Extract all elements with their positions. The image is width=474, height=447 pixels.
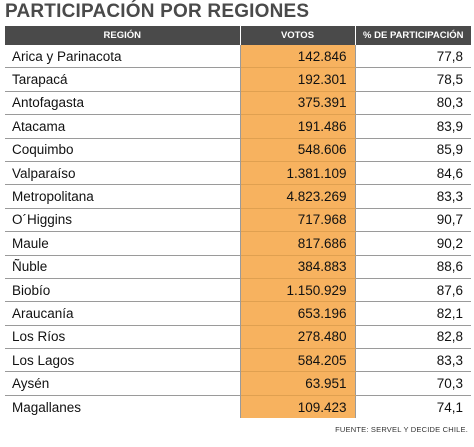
region-cell: Araucanía	[5, 301, 241, 326]
participation-cell: 87,6	[355, 278, 471, 303]
votes-cell: 384.883	[240, 255, 356, 279]
votes-cell: 717.968	[240, 208, 356, 233]
votes-cell: 192.301	[240, 67, 356, 92]
region-cell: Magallanes	[5, 395, 241, 419]
votes-cell: 1.150.929	[240, 278, 356, 303]
votes-cell: 191.486	[240, 114, 356, 139]
table-header-row: REGIÓN VOTOS % DE PARTICIPACIÓN	[5, 26, 471, 45]
participation-cell: 90,2	[355, 231, 471, 256]
table-row: Valparaíso 1.381.109 84,6	[5, 161, 471, 186]
participation-cell: 83,3	[355, 184, 471, 209]
participation-cell: 88,6	[355, 255, 471, 279]
participation-table-container: REGIÓN VOTOS % DE PARTICIPACIÓN Arica y …	[5, 26, 471, 420]
table-row: Magallanes 109.423 74,1	[5, 395, 471, 419]
participation-cell: 77,8	[355, 45, 471, 69]
votes-cell: 375.391	[240, 91, 356, 116]
participation-table: REGIÓN VOTOS % DE PARTICIPACIÓN Arica y …	[5, 26, 471, 419]
page-title: PARTICIPACIÓN POR REGIONES	[5, 1, 310, 22]
table-row: Araucanía 653.196 82,1	[5, 301, 471, 326]
participation-cell: 74,1	[436, 399, 463, 415]
column-header-region: REGIÓN	[5, 26, 241, 45]
table-row: Tarapacá 192.301 78,5	[5, 67, 471, 92]
votes-cell: 278.480	[240, 325, 356, 350]
participation-cell: 84,6	[355, 161, 471, 186]
region-cell: Metropolitana	[5, 184, 241, 209]
region-cell: Antofagasta	[5, 91, 241, 116]
column-header-votes: VOTOS	[240, 26, 356, 45]
votes-cell: 817.686	[240, 231, 356, 256]
participation-cell: 80,3	[355, 91, 471, 116]
table-row: Los Ríos 278.480 82,8	[5, 325, 471, 350]
region-cell: Maule	[5, 231, 241, 256]
participation-cell: 82,8	[355, 325, 471, 350]
participation-cell: 90,7	[355, 208, 471, 233]
votes-cell: 1.381.109	[240, 161, 356, 186]
region-cell: Atacama	[5, 114, 241, 139]
table-row: Biobío 1.150.929 87,6	[5, 278, 471, 303]
table-row: Maule 817.686 90,2	[5, 231, 471, 256]
table-row: Los Lagos 584.205 83,3	[5, 348, 471, 373]
column-header-participation: % DE PARTICIPACIÓN	[355, 26, 471, 45]
region-cell: Valparaíso	[5, 161, 241, 186]
table-row: Atacama 191.486 83,9	[5, 114, 471, 139]
participation-cell: 78,5	[355, 67, 471, 92]
votes-cell: 63.951	[240, 371, 356, 396]
region-cell: Tarapacá	[5, 67, 241, 92]
participation-cell: 83,9	[355, 114, 471, 139]
table-row: O´Higgins 717.968 90,7	[5, 208, 471, 233]
votes-cell: 109.423	[240, 395, 356, 419]
region-cell: Coquimbo	[5, 138, 241, 162]
region-cell: O´Higgins	[5, 208, 241, 233]
region-cell: Los Ríos	[5, 325, 241, 350]
votes-cell: 584.205	[240, 348, 356, 373]
participation-cell: 82,1	[355, 301, 471, 326]
votes-cell: 4.823.269	[240, 184, 356, 209]
source-note: FUENTE: SERVEL Y DECIDE CHILE.	[335, 425, 468, 434]
region-cell: Arica y Parinacota	[5, 45, 241, 69]
region-cell: Aysén	[5, 371, 241, 396]
participation-cell: 70,3	[355, 371, 471, 396]
votes-cell: 142.846	[240, 45, 356, 69]
votes-cell: 548.606	[240, 138, 356, 162]
region-cell: Ñuble	[5, 255, 241, 279]
table-row: Metropolitana 4.823.269 83,3	[5, 184, 471, 209]
table-row: Ñuble 384.883 88,6	[5, 255, 471, 279]
table-row: Aysén 63.951 70,3	[5, 371, 471, 396]
votes-cell: 653.196	[240, 301, 356, 326]
region-cell: Biobío	[5, 278, 241, 303]
table-row: Antofagasta 375.391 80,3	[5, 91, 471, 116]
participation-cell: 83,3	[355, 348, 471, 373]
participation-cell: 85,9	[355, 138, 471, 162]
table-row: Coquimbo 548.606 85,9	[5, 138, 471, 162]
region-cell: Los Lagos	[5, 348, 241, 373]
table-row: Arica y Parinacota 142.846 77,8	[5, 45, 471, 69]
